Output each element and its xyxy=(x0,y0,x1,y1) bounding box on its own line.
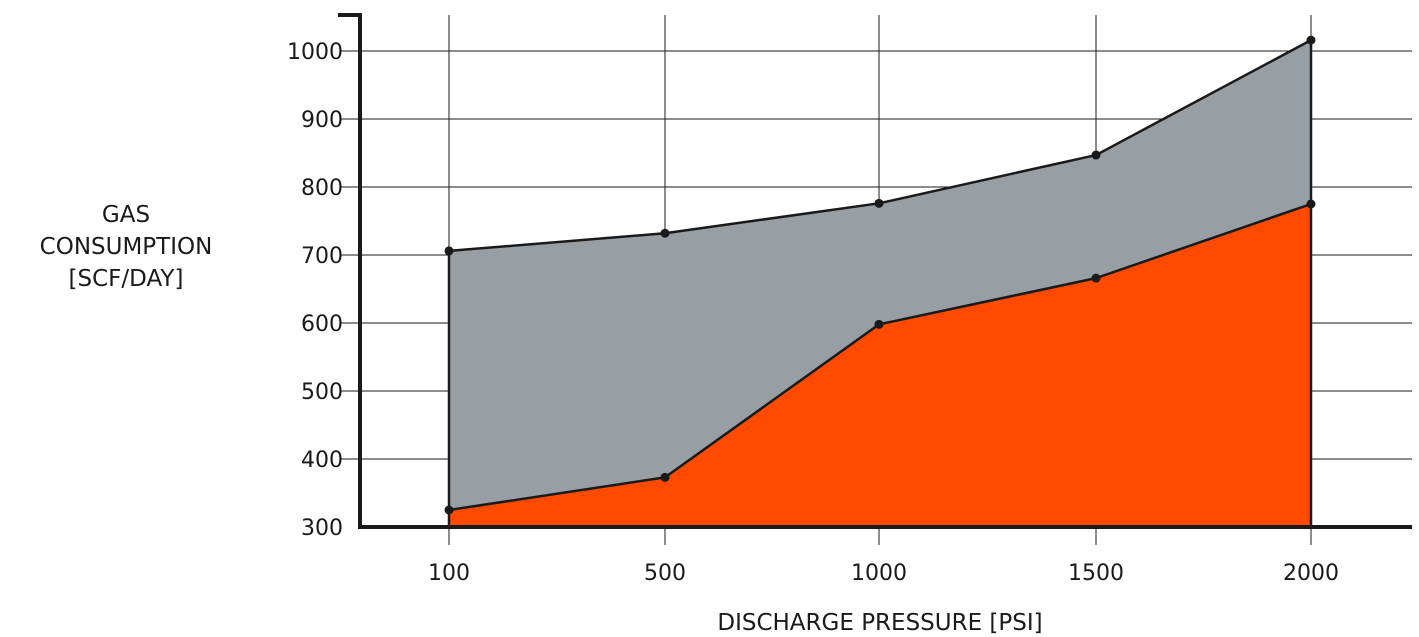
point-lower-500 xyxy=(661,473,670,482)
y-tick-labels: 300 400 500 600 700 800 900 1000 xyxy=(287,40,343,541)
point-lower-1500 xyxy=(1092,274,1101,283)
point-lower-1000 xyxy=(875,320,884,329)
y-axis-title-line: [SCF/DAY] xyxy=(69,266,184,292)
point-upper-100 xyxy=(445,246,454,255)
x-tick-label-1500: 1500 xyxy=(1068,561,1124,586)
area-fills xyxy=(449,40,1311,527)
point-upper-1000 xyxy=(875,199,884,208)
y-tick-label-300: 300 xyxy=(301,516,343,541)
y-axis-title-line: GAS xyxy=(102,202,150,228)
x-tick-label-100: 100 xyxy=(428,561,470,586)
y-tick-label-500: 500 xyxy=(301,380,343,405)
y-axis-title-line: CONSUMPTION xyxy=(40,234,213,260)
y-tick-label-400: 400 xyxy=(301,448,343,473)
x-tick-label-1000: 1000 xyxy=(851,561,907,586)
point-upper-500 xyxy=(661,229,670,238)
x-tick-label-2000: 2000 xyxy=(1283,561,1339,586)
y-tick-label-1000: 1000 xyxy=(287,40,343,65)
y-tick-label-800: 800 xyxy=(301,176,343,201)
point-lower-100 xyxy=(445,506,454,515)
y-tick-label-600: 600 xyxy=(301,312,343,337)
x-tick-labels: 100 500 1000 1500 2000 xyxy=(428,561,1339,586)
x-tick-label-500: 500 xyxy=(644,561,686,586)
y-tick-label-900: 900 xyxy=(301,108,343,133)
x-axis-title: DISCHARGE PRESSURE [PSI] xyxy=(717,610,1042,636)
point-upper-1500 xyxy=(1092,151,1101,160)
point-upper-2000 xyxy=(1307,36,1316,45)
point-lower-2000 xyxy=(1307,200,1316,209)
y-tick-label-700: 700 xyxy=(301,244,343,269)
y-axis-title: GAS CONSUMPTION [SCF/DAY] xyxy=(40,202,213,292)
